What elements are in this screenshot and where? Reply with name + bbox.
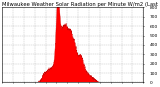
Text: Milwaukee Weather Solar Radiation per Minute W/m2 (Last 24 Hours): Milwaukee Weather Solar Radiation per Mi… xyxy=(2,2,160,7)
